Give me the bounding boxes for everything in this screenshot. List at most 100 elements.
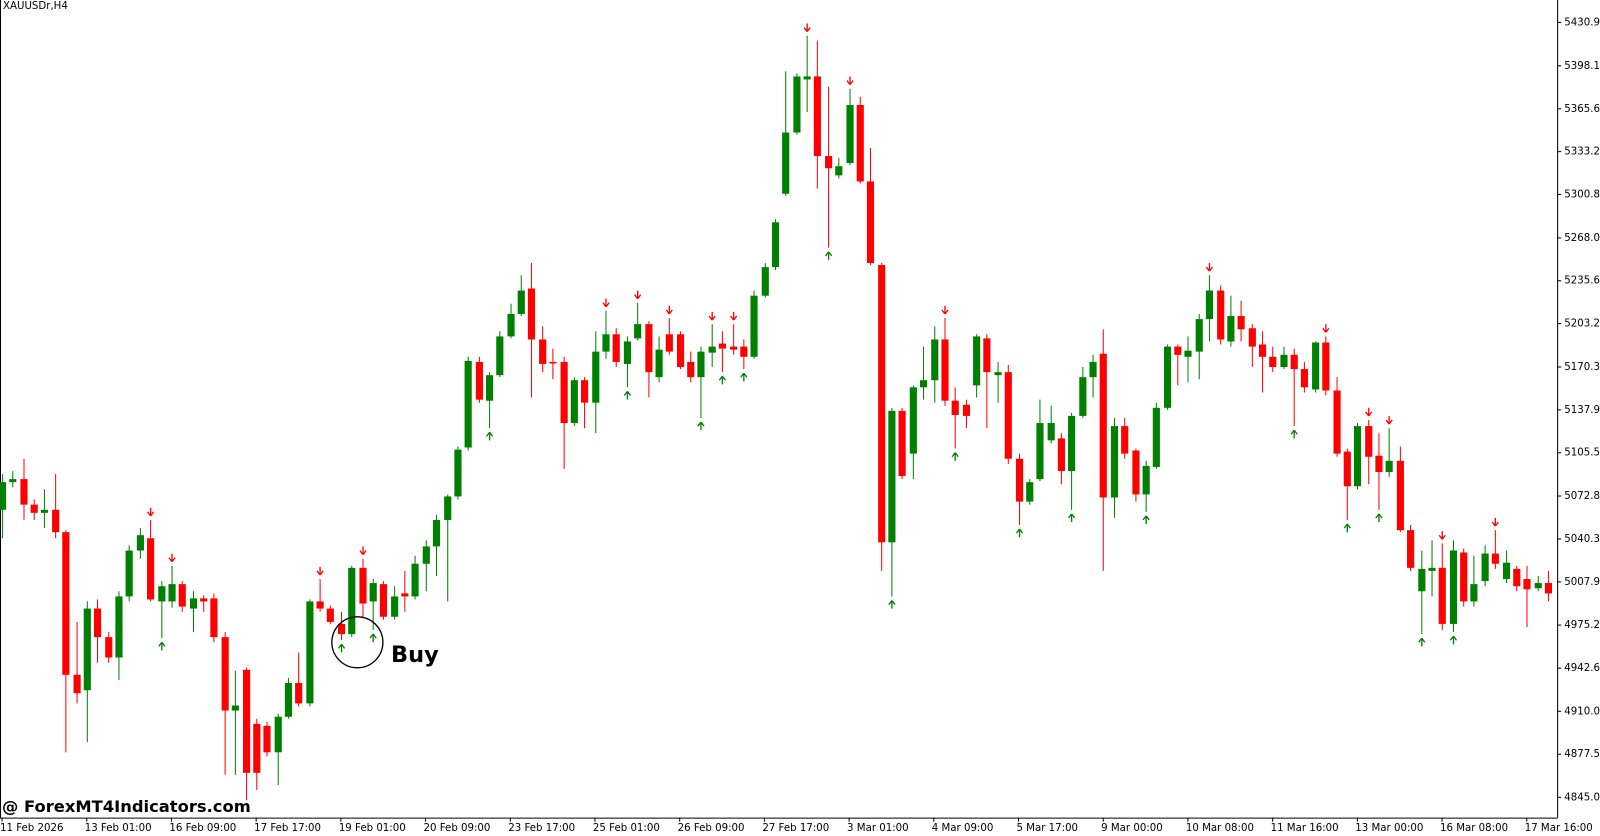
candle-body (994, 372, 1002, 376)
candle-body (73, 674, 81, 694)
candle-body (825, 156, 833, 169)
candle-body (422, 546, 430, 564)
candle-body (1036, 423, 1044, 480)
y-tick-label: 5235.60 (1564, 276, 1600, 287)
signal-circle (331, 616, 384, 669)
candle-body (125, 550, 133, 597)
candle (1407, 524, 1415, 571)
candle-body (697, 351, 705, 378)
candle (1036, 399, 1044, 482)
candle-body (1057, 438, 1065, 472)
candle-body (1237, 316, 1245, 330)
x-tick-label: 11 Feb 2026 (0, 823, 63, 834)
candle (994, 361, 1002, 403)
candle (1534, 576, 1542, 592)
buy-arrow (824, 251, 833, 260)
candle-body (0, 482, 7, 510)
y-tick-label: 4910.05 (1564, 706, 1600, 717)
candle-body (1205, 290, 1214, 320)
candle-body (1438, 567, 1446, 624)
candle-body (1353, 426, 1362, 487)
candle-body (846, 104, 854, 164)
candle-body (306, 601, 314, 704)
candle (1428, 540, 1436, 597)
candle-body (369, 583, 377, 602)
candle (189, 591, 198, 633)
sell-arrow (359, 546, 367, 556)
candle (782, 71, 790, 196)
x-tick-label: 4 Mar 09:00 (932, 823, 994, 834)
candle (306, 599, 314, 707)
candle (147, 519, 155, 602)
candle (379, 581, 387, 620)
candle-body (284, 683, 293, 717)
buy-arrow (951, 452, 959, 461)
candle (263, 721, 271, 757)
candle (496, 331, 504, 378)
sell-arrow (316, 566, 324, 576)
candle-body (326, 608, 334, 622)
candle (1174, 344, 1182, 386)
candle (878, 263, 886, 571)
candle-body (634, 324, 642, 339)
x-tick-label: 13 Mar 00:00 (1355, 823, 1423, 834)
candle-body (878, 265, 886, 543)
candle (178, 581, 186, 612)
candle-body (274, 716, 282, 753)
candle (813, 40, 821, 189)
candle (1502, 550, 1511, 584)
plot-area (0, 23, 1553, 801)
candle (253, 718, 261, 791)
y-tick-label: 4845.00 (1564, 792, 1600, 803)
candle-body (931, 339, 939, 381)
candle-body (1365, 426, 1373, 457)
candle-body (189, 598, 198, 609)
candle-body (178, 584, 186, 607)
candle (1333, 377, 1341, 457)
sell-arrow (1438, 531, 1446, 540)
candle (1015, 453, 1024, 525)
x-tick-label: 23 Feb 17:00 (508, 823, 575, 834)
candle (0, 474, 7, 539)
candle-body (1258, 344, 1267, 357)
candle-body (1470, 584, 1478, 602)
candle-body (1523, 579, 1531, 590)
candle (941, 318, 949, 406)
candle-body (432, 519, 441, 547)
candle-body (40, 509, 48, 513)
candle-body (168, 584, 176, 602)
candle-body (1026, 482, 1034, 502)
candle (1470, 555, 1478, 607)
y-tick-label: 5007.90 (1564, 577, 1600, 588)
buy-arrow (1418, 637, 1426, 647)
candle (835, 158, 843, 179)
candle-body (359, 567, 367, 604)
candle-body (813, 76, 821, 157)
candle (592, 331, 600, 434)
candle-body (1004, 372, 1012, 459)
candle (125, 545, 133, 602)
candle-body (1079, 377, 1087, 416)
y-tick-label: 5040.30 (1564, 534, 1600, 545)
candle (83, 601, 91, 743)
candle-body (1428, 567, 1436, 571)
sell-arrow (708, 311, 716, 321)
candle (1142, 460, 1150, 512)
candle (93, 599, 102, 663)
candle (1343, 448, 1351, 520)
candle-body (962, 404, 971, 416)
candle (444, 494, 452, 602)
candle (40, 489, 48, 529)
x-tick-label: 17 Feb 17:00 (254, 823, 321, 834)
candle (697, 346, 705, 419)
candle (158, 581, 166, 639)
x-tick-label: 26 Feb 09:00 (678, 823, 745, 834)
candle-body (475, 361, 483, 400)
candle (560, 356, 568, 469)
candle (1481, 545, 1489, 587)
x-tick-label: 25 Feb 01:00 (593, 823, 660, 834)
candle (210, 593, 218, 643)
candle-body (919, 380, 928, 388)
candle-body (1449, 550, 1458, 624)
